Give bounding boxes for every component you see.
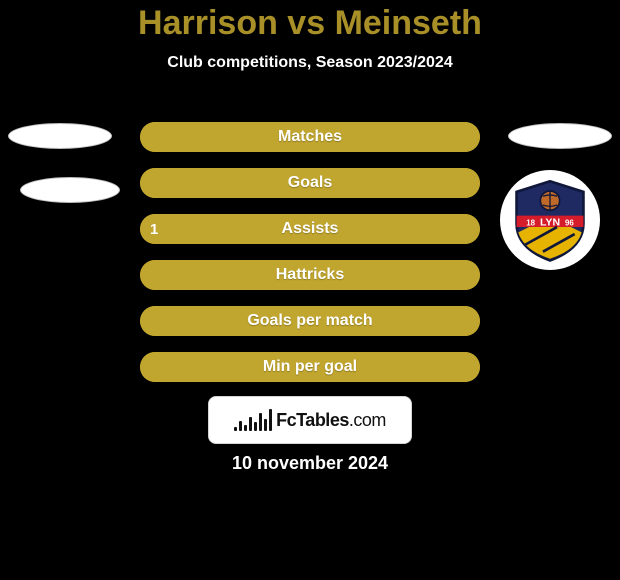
stat-row: Assists1 bbox=[140, 214, 480, 244]
stat-bars: Matches Goals Assists1 Hattricks Goals per m… bbox=[140, 122, 480, 398]
stat-row: Min per goal bbox=[140, 352, 480, 382]
brand-text: FcTables.com bbox=[276, 410, 386, 431]
shield-icon: 18 96 LYN bbox=[506, 176, 594, 264]
stat-row: Goals bbox=[140, 168, 480, 198]
club-image-placeholder-left bbox=[20, 177, 120, 203]
stat-bar-left-value: 1 bbox=[150, 214, 158, 244]
stat-bar-label: Assists bbox=[140, 214, 480, 244]
stat-row: Hattricks bbox=[140, 260, 480, 290]
page-title: Harrison vs Meinseth bbox=[0, 0, 620, 40]
page-subtitle: Club competitions, Season 2023/2024 bbox=[0, 54, 620, 72]
brand-badge: FcTables.com bbox=[208, 396, 412, 444]
crest-year-left: 18 bbox=[526, 218, 535, 227]
crest-name: LYN bbox=[540, 216, 560, 228]
club-crest-right: 18 96 LYN bbox=[500, 170, 600, 270]
stat-bar-label: Goals bbox=[140, 168, 480, 198]
stat-bar-label: Goals per match bbox=[140, 306, 480, 336]
stat-row: Goals per match bbox=[140, 306, 480, 336]
stat-row: Matches bbox=[140, 122, 480, 152]
brand-text-light: .com bbox=[349, 410, 386, 430]
crest-year-right: 96 bbox=[565, 218, 574, 227]
stat-bar-label: Matches bbox=[140, 122, 480, 152]
comparison-card: Harrison vs Meinseth Club competitions, … bbox=[0, 0, 620, 72]
stat-bar-label: Hattricks bbox=[140, 260, 480, 290]
player-image-placeholder-right bbox=[508, 123, 612, 149]
date-text: 10 november 2024 bbox=[0, 453, 620, 474]
chart-icon bbox=[234, 409, 272, 431]
stat-bar-label: Min per goal bbox=[140, 352, 480, 382]
player-image-placeholder-left bbox=[8, 123, 112, 149]
brand-text-bold: FcTables bbox=[276, 410, 349, 430]
